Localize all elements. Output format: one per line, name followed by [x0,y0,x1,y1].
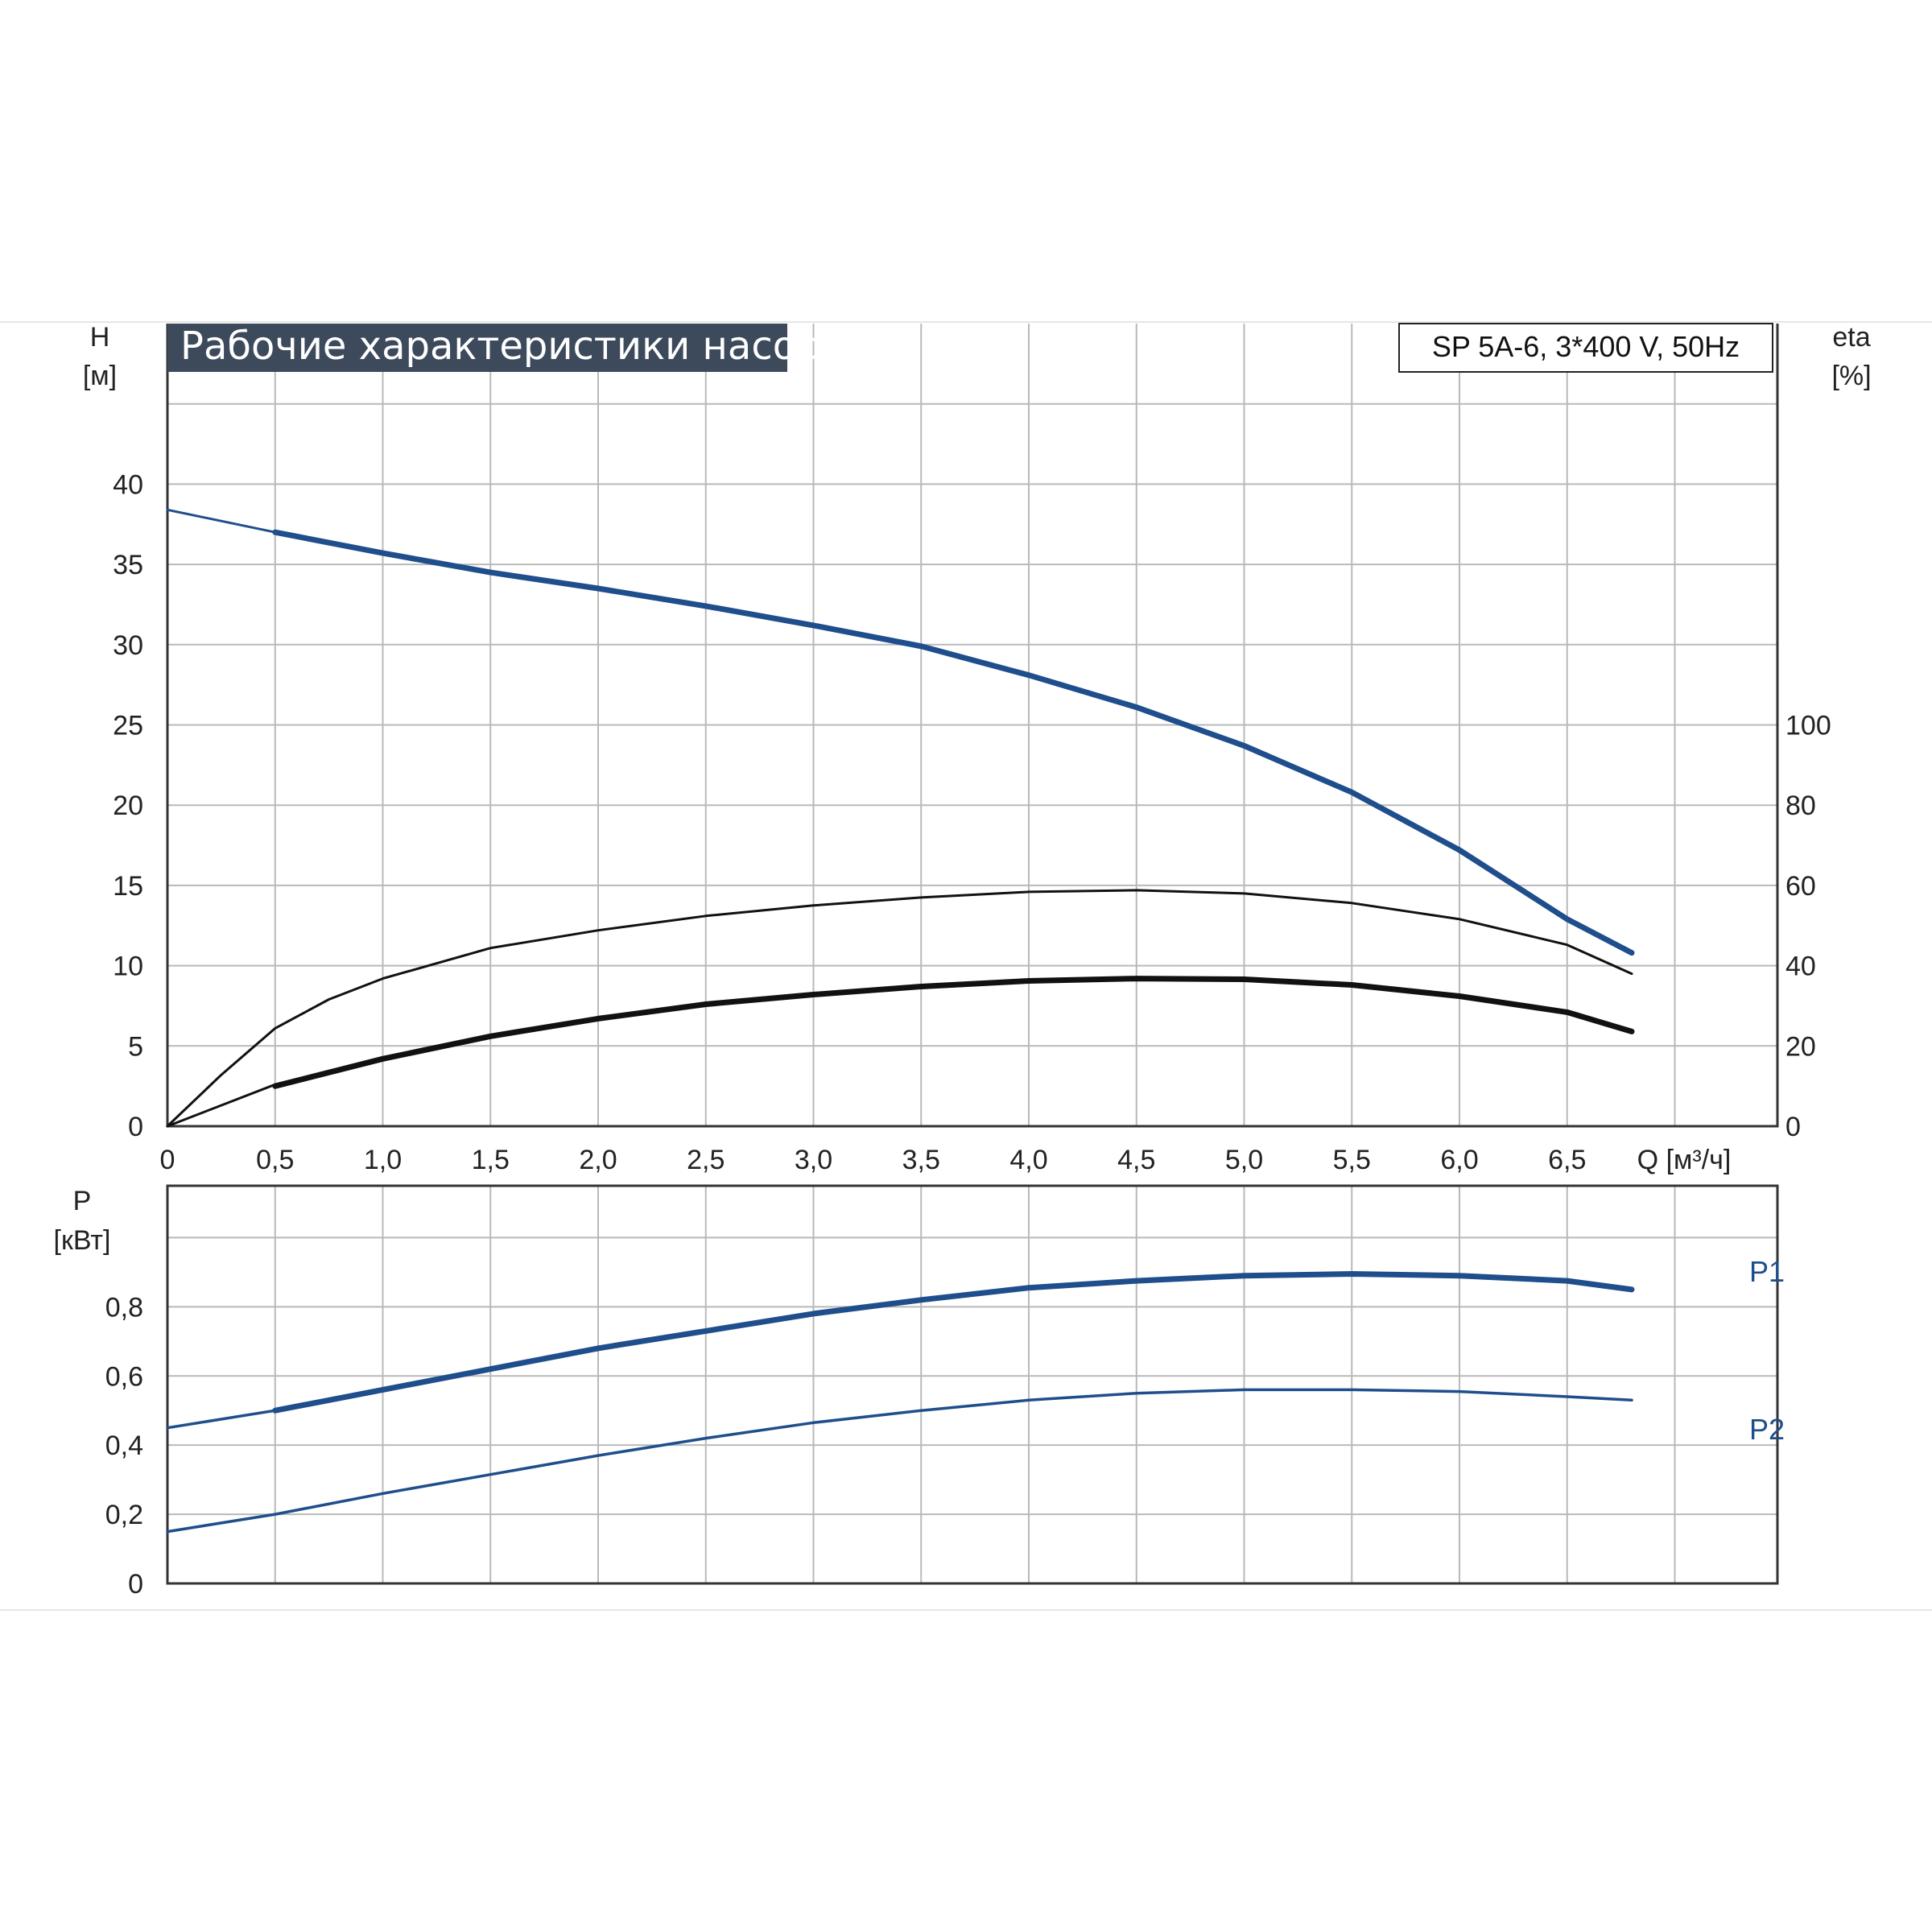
head-tick-label: 25 [113,711,143,741]
model-label: SP 5A-6, 3*400 V, 50Hz [1432,330,1740,363]
x-tick-label: 2,0 [579,1145,617,1175]
model-label-box [1398,323,1773,373]
efficiency-tick-label: 40 [1785,952,1816,982]
efficiency-tick-label: 20 [1785,1031,1816,1062]
power-axis-unit: [кВт] [54,1225,111,1256]
x-tick-label: 3,0 [795,1145,832,1175]
head-tick-label: 15 [113,871,143,902]
x-tick-label: 3,5 [902,1145,940,1175]
x-tick-label: 1,0 [364,1145,402,1175]
power-curve-p1 [272,1271,1635,1414]
head-tick-label: 35 [113,550,143,580]
x-tick-label: 6,0 [1440,1145,1478,1175]
head-tick-label: 10 [113,952,143,982]
flow-axis-label: Q [м³/ч] [1637,1145,1732,1175]
power-panel-grid [166,1184,1779,1585]
power-panel-series [166,1271,1635,1534]
series-label-p1: P1 [1749,1255,1785,1288]
head-curve [272,529,1635,956]
head-panel-ticks: 0 0,5 1,0 1,5 2,0 2,5 3,0 3,5 4,0 4,5 5,0 5,5 6,0 6,5… [113,469,1831,1175]
power-tick-label: 0,4 [105,1430,143,1461]
power-tick-label: 0 [128,1569,143,1600]
series-label-p2: P2 [1749,1413,1785,1446]
head-tick-label: 5 [128,1031,143,1062]
power-axis-label: P [73,1186,92,1216]
efficiency-tick-label: 100 [1785,711,1831,741]
power-tick-label: 0,6 [105,1361,143,1392]
power-tick-label: 0,8 [105,1292,143,1323]
efficiency-axis-label: eta [1832,322,1870,353]
x-tick-label: 6,5 [1548,1145,1586,1175]
head-axis-unit: [м] [83,361,117,391]
chart-title: Рабочие характеристики насоса [180,324,841,369]
efficiency-curve-hydraulic [272,976,1635,1089]
efficiency-tick-label: 60 [1785,871,1816,902]
x-tick-label: 1,5 [472,1145,510,1175]
efficiency-axis-unit: [%] [1831,361,1871,391]
chart-title-background [167,324,787,372]
efficiency-tick-label: 80 [1785,791,1816,821]
head-curve-extension [166,508,277,534]
power-curve-p2 [166,1388,1633,1534]
x-tick-label: 0,5 [256,1145,294,1175]
power-panel-ticks: 0 0,2 0,4 0,6 0,8 [105,1292,143,1600]
head-tick-label: 40 [113,469,143,500]
power-panel-axes [166,1184,1779,1585]
x-tick-label: 0 [160,1145,175,1175]
head-panel-grid [166,324,1779,1128]
head-tick-label: 0 [128,1112,143,1142]
efficiency-curve-hydraulic-extension [166,1083,277,1128]
x-tick-label: 2,5 [687,1145,724,1175]
x-tick-label: 5,0 [1225,1145,1263,1175]
power-curve-p1 [166,1409,277,1430]
x-tick-label: 5,5 [1333,1145,1371,1175]
head-panel-axes [166,324,1779,1128]
x-tick-label: 4,0 [1009,1145,1047,1175]
head-tick-label: 30 [113,630,143,661]
head-panel-series [166,508,1635,1128]
head-tick-label: 20 [113,791,143,821]
power-tick-label: 0,2 [105,1500,143,1530]
x-tick-label: 4,5 [1117,1145,1155,1175]
head-axis-label: H [90,322,110,353]
efficiency-tick-label: 0 [1785,1112,1801,1142]
efficiency-curve-total [166,889,1633,1128]
